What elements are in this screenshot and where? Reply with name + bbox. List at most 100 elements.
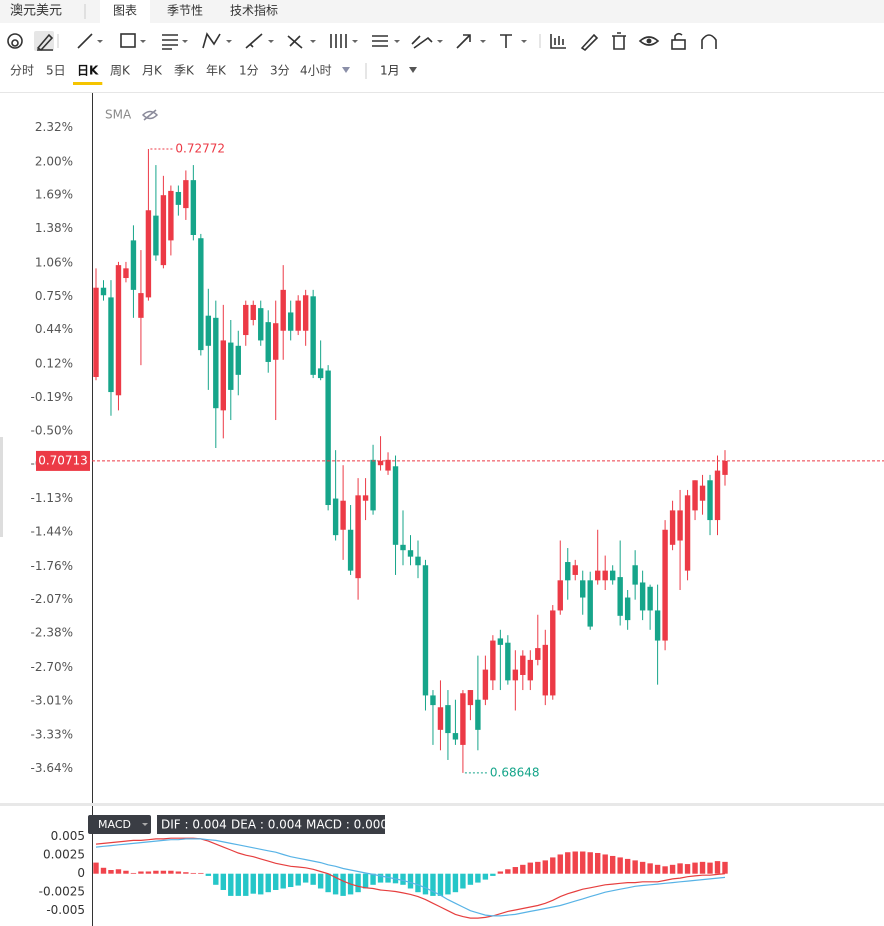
indicator-select[interactable]	[88, 815, 151, 834]
histogram-bar	[273, 873, 279, 890]
y-tick-label: -2.07%	[31, 592, 73, 606]
histogram-bar	[452, 873, 459, 893]
indicator-label[interactable]: SMA	[105, 108, 132, 122]
histogram-bar	[572, 851, 578, 874]
histogram-bar	[707, 862, 713, 874]
candle-body	[580, 580, 586, 598]
candle-body	[445, 705, 451, 734]
readout-value: MACD : 0.000	[306, 818, 388, 832]
period-button[interactable]: 3分	[270, 64, 290, 78]
period-button[interactable]: 4小时	[300, 64, 332, 78]
candle-body	[557, 580, 563, 611]
candle-body	[632, 565, 638, 585]
candle-body	[400, 544, 406, 551]
candle-body	[168, 190, 174, 241]
candle-body	[677, 510, 683, 541]
candle-body	[250, 304, 256, 320]
histogram-bar	[145, 871, 152, 874]
tab[interactable]: 图表	[113, 4, 137, 18]
period-button[interactable]: 日K	[77, 64, 99, 78]
histogram-bar	[168, 870, 174, 874]
histogram-bar	[662, 866, 668, 874]
candle-body	[340, 500, 346, 530]
histogram-bar	[415, 873, 421, 893]
y-tick-label: -3.01%	[31, 693, 73, 707]
period-button[interactable]: 季K	[174, 64, 195, 78]
histogram-bar	[205, 873, 212, 876]
period-button[interactable]: 年K	[206, 64, 227, 78]
histogram-bar	[407, 873, 414, 889]
histogram-bar	[213, 873, 219, 885]
candle-body	[258, 308, 264, 341]
period-button[interactable]: 月K	[142, 64, 163, 78]
collapse-handle[interactable]	[0, 437, 3, 537]
y-tick-label: -0.50%	[31, 423, 73, 437]
candle-body	[430, 695, 436, 706]
histogram-bar	[580, 851, 586, 874]
histogram-bar	[512, 867, 519, 874]
y-tick-label: -3.64%	[31, 761, 73, 775]
readout-box	[157, 815, 385, 834]
histogram-bar	[400, 873, 406, 885]
tab[interactable]: 技术指标	[230, 3, 278, 18]
candle-body	[295, 300, 301, 331]
histogram-bar	[228, 873, 234, 896]
histogram-bar	[699, 861, 706, 874]
y-tick-label: -2.70%	[31, 660, 73, 674]
histogram-bar	[190, 872, 197, 874]
indicator-line	[95, 838, 726, 917]
histogram-bar	[115, 869, 122, 874]
candle-body	[220, 340, 226, 411]
histogram-bar	[609, 855, 616, 874]
y-tick-label: 1.69%	[35, 188, 73, 202]
indicator-name: MACD	[98, 818, 131, 831]
candle-body	[370, 459, 376, 511]
histogram-bar	[355, 873, 361, 893]
candle-body	[317, 368, 324, 379]
histogram-bar	[362, 873, 369, 889]
histogram-bar	[550, 857, 556, 874]
histogram-bar	[325, 873, 331, 893]
period-button[interactable]: 1分	[239, 64, 259, 78]
candle-body	[617, 577, 623, 616]
histogram-bar	[460, 873, 466, 889]
period-button[interactable]: 分时	[10, 64, 34, 78]
candle-body	[138, 293, 144, 318]
histogram-bar	[108, 870, 114, 874]
histogram-bar	[220, 873, 226, 890]
candle-body	[482, 669, 489, 700]
y-tick-label: -0.0025	[39, 885, 85, 899]
y-tick-label: 0	[77, 866, 85, 880]
visibility-icon[interactable]	[141, 109, 159, 121]
candle-body	[205, 315, 212, 346]
histogram-bar	[123, 870, 129, 874]
period-button[interactable]: 周K	[110, 64, 131, 78]
histogram-bar	[535, 861, 541, 874]
histogram-bar	[265, 873, 271, 893]
histogram-bar	[602, 854, 608, 874]
candle-body	[542, 644, 548, 696]
candle-body	[108, 297, 114, 393]
histogram-bar	[437, 873, 444, 896]
symbol[interactable]: 澳元美元	[10, 3, 62, 19]
candle-body	[654, 610, 661, 641]
range-select[interactable]: 1月	[380, 64, 400, 78]
candle-body	[422, 565, 429, 696]
histogram-bar	[340, 873, 346, 896]
histogram-bar	[624, 858, 631, 874]
histogram-bar	[198, 872, 204, 874]
y-tick-label: -1.76%	[31, 559, 73, 573]
period-button[interactable]: 5日	[46, 64, 66, 78]
candle-body	[123, 268, 129, 279]
candle-body	[347, 529, 354, 571]
candle-body	[160, 195, 167, 266]
y-tick-label: -0.19%	[31, 390, 73, 404]
histogram-bar	[497, 871, 504, 874]
histogram-bar	[692, 862, 698, 874]
candle-body	[377, 460, 384, 466]
tab[interactable]: 季节性	[167, 4, 203, 18]
y-tick-label: 1.38%	[35, 221, 73, 235]
candle-body	[130, 240, 137, 290]
candle-body	[153, 215, 159, 256]
candle-body	[325, 370, 331, 506]
